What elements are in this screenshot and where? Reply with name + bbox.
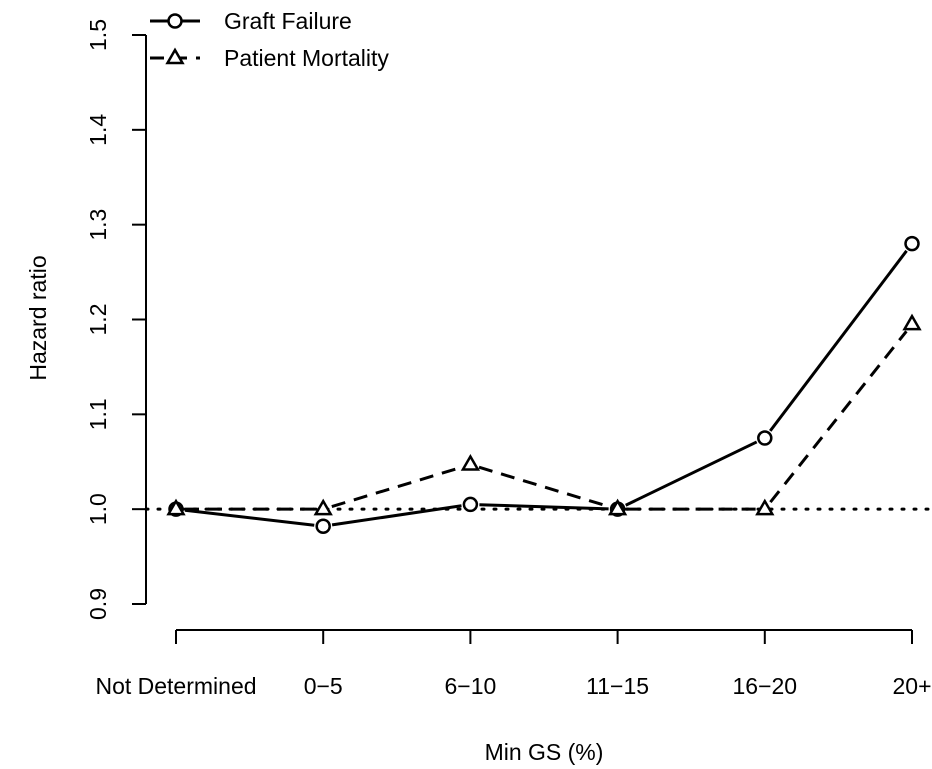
series-line-segment — [478, 465, 610, 508]
legend-marker-triangle — [165, 47, 185, 65]
y-tick-label: 1.3 — [85, 209, 111, 241]
series-layer — [166, 235, 922, 534]
data-point-circle — [462, 496, 479, 513]
y-tick-label: 1.1 — [85, 398, 111, 430]
x-tick-label: 6−10 — [444, 673, 496, 699]
series-graft-failure — [168, 235, 920, 534]
y-tick-label: 1.5 — [85, 19, 111, 51]
series-line-segment — [331, 504, 462, 527]
legend-label: Patient Mortality — [224, 45, 389, 71]
series-line-segment — [769, 249, 908, 432]
legend-marker-circle — [167, 13, 183, 29]
y-tick-label: 0.9 — [85, 588, 111, 620]
x-axis-label: Min GS (%) — [485, 739, 604, 765]
data-point-triangle — [902, 313, 922, 331]
series-line-segment — [769, 330, 908, 504]
x-tick-label: Not Determined — [95, 673, 256, 699]
data-point-triangle — [607, 498, 628, 516]
y-tick-label: 1.4 — [85, 114, 111, 146]
legend: Graft Failure Patient Mortality — [150, 8, 389, 71]
data-point-triangle — [313, 498, 333, 516]
legend-label: Graft Failure — [224, 8, 352, 34]
data-point-triangle — [460, 454, 481, 471]
series-patient-mortality — [166, 313, 922, 516]
axes: 0.9 1.0 1.1 1.2 1.3 1.4 1.5 Not Determined 0−5 6−… — [85, 19, 932, 699]
series-line-segment — [331, 465, 463, 508]
legend-item: Patient Mortality — [150, 45, 389, 71]
series-line-segment — [625, 440, 758, 507]
x-tick-label: 11−15 — [586, 673, 649, 699]
y-tick-label: 1.2 — [85, 304, 111, 336]
y-axis-label: Hazard ratio — [25, 255, 51, 380]
data-point-triangle — [755, 498, 775, 516]
data-point-circle — [315, 518, 331, 534]
series-line-segment — [184, 508, 315, 527]
data-point-triangle — [166, 498, 186, 516]
x-tick-label: 16−20 — [732, 673, 797, 699]
series-line-segment — [479, 503, 609, 511]
legend-item: Graft Failure — [150, 8, 352, 34]
x-tick-label: 20+ — [892, 673, 931, 699]
data-point-circle — [904, 235, 920, 252]
y-tick-label: 1.0 — [85, 493, 111, 525]
data-point-circle — [757, 430, 773, 446]
x-tick-label: 0−5 — [304, 673, 343, 699]
